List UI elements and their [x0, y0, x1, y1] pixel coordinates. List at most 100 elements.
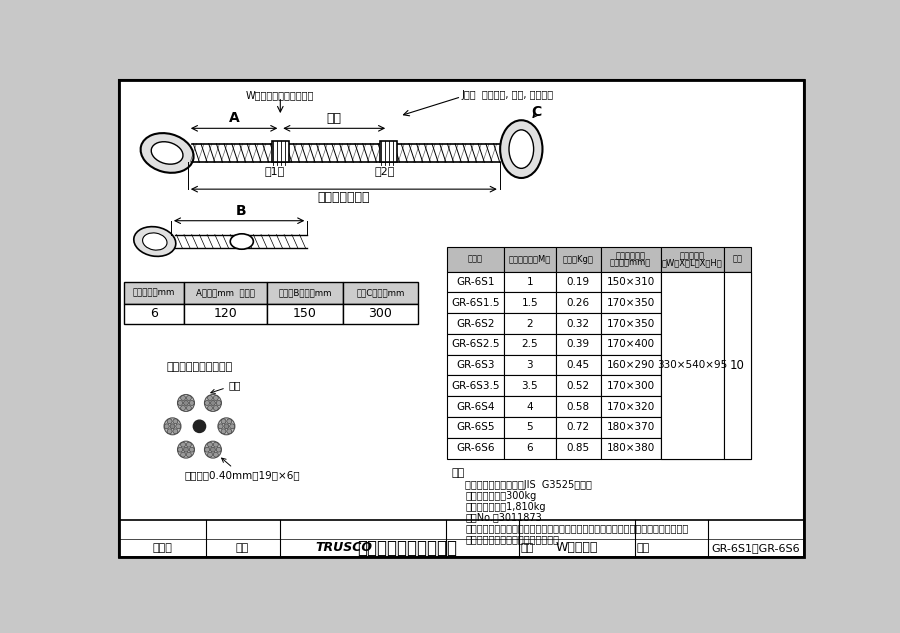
Bar: [343, 304, 418, 324]
Circle shape: [184, 447, 188, 452]
Bar: [380, 141, 397, 162]
Bar: [504, 396, 556, 417]
Bar: [556, 334, 600, 354]
Text: 特許No.：3011873: 特許No.：3011873: [465, 513, 542, 523]
Text: B: B: [236, 204, 247, 218]
Circle shape: [230, 424, 235, 429]
Circle shape: [177, 401, 183, 405]
Bar: [724, 292, 751, 313]
Bar: [504, 417, 556, 438]
Text: 330×540×95: 330×540×95: [657, 360, 727, 370]
Text: ワイヤーロープ断面図: ワイヤーロープ断面図: [166, 363, 232, 372]
Text: （仕上り寸法）: （仕上り寸法）: [318, 191, 370, 204]
Bar: [724, 354, 751, 375]
Text: 入数: 入数: [733, 254, 742, 264]
Bar: [504, 438, 556, 459]
Text: 品番: 品番: [636, 543, 649, 553]
Bar: [556, 272, 600, 292]
Bar: [504, 272, 556, 292]
Text: （2）: （2）: [374, 166, 394, 176]
Bar: [184, 304, 267, 324]
Bar: [724, 313, 751, 334]
Bar: [724, 272, 751, 459]
Bar: [447, 313, 504, 334]
Text: 10: 10: [730, 359, 744, 372]
Bar: [556, 313, 600, 334]
Text: 3: 3: [526, 360, 533, 370]
Bar: [600, 272, 661, 292]
Text: 180×380: 180×380: [607, 443, 655, 453]
Bar: [267, 304, 343, 324]
Bar: [556, 375, 600, 396]
Text: 折り径Bの長さmm: 折り径Bの長さmm: [278, 289, 332, 298]
Text: 加工方法：クレーン等安全規則第２１９条に基づく玉掛＋フレミッシュ加工を施し、: 加工方法：クレーン等安全規則第２１９条に基づく玉掛＋フレミッシュ加工を施し、: [465, 523, 688, 534]
Text: Wスリング表示刻印位置: Wスリング表示刻印位置: [246, 90, 314, 100]
Circle shape: [170, 424, 175, 429]
Circle shape: [181, 406, 185, 410]
Bar: [124, 282, 184, 304]
Circle shape: [176, 424, 181, 429]
Bar: [724, 334, 751, 354]
Bar: [724, 438, 751, 459]
Text: 0.45: 0.45: [567, 360, 590, 370]
Circle shape: [211, 401, 215, 405]
Text: ビニール袋入: ビニール袋入: [616, 251, 645, 260]
Text: 仕上り寸法（M）: 仕上り寸法（M）: [508, 254, 551, 264]
Text: その端末をアルミ管で加圧保護: その端末をアルミ管で加圧保護: [465, 534, 559, 544]
Text: GR-6S1.5: GR-6S1.5: [451, 298, 500, 308]
Text: ロープの径mm: ロープの径mm: [133, 289, 176, 298]
Bar: [661, 396, 724, 417]
Ellipse shape: [509, 130, 534, 168]
Bar: [661, 438, 724, 459]
Circle shape: [216, 401, 221, 405]
Circle shape: [204, 441, 221, 458]
Bar: [600, 354, 661, 375]
Text: GR-6S1: GR-6S1: [456, 277, 495, 287]
Text: 170×350: 170×350: [607, 298, 655, 308]
Bar: [600, 375, 661, 396]
Bar: [661, 292, 724, 313]
Text: 0.58: 0.58: [567, 402, 590, 411]
Circle shape: [186, 396, 192, 401]
Bar: [504, 375, 556, 396]
Ellipse shape: [140, 133, 194, 173]
Bar: [504, 354, 556, 375]
Bar: [600, 313, 661, 334]
Circle shape: [177, 394, 194, 411]
Text: Aの長さmm  自然径: Aの長さmm 自然径: [196, 289, 255, 298]
Text: 3.5: 3.5: [521, 381, 538, 391]
Text: 0.39: 0.39: [567, 339, 590, 349]
Bar: [724, 375, 751, 396]
Text: 0.72: 0.72: [567, 422, 590, 432]
Text: GR-6S3: GR-6S3: [456, 360, 495, 370]
Text: GR-6S4: GR-6S4: [456, 402, 495, 411]
Text: （W）X（L）X（H）: （W）X（L）X（H）: [662, 258, 723, 268]
Text: TRUSCO: TRUSCO: [315, 541, 372, 555]
Bar: [343, 282, 418, 304]
Bar: [267, 282, 343, 304]
Text: 150×310: 150×310: [607, 277, 655, 287]
Text: 150: 150: [293, 308, 317, 320]
Circle shape: [218, 418, 235, 435]
Circle shape: [181, 442, 185, 447]
Circle shape: [167, 429, 172, 434]
Circle shape: [186, 452, 192, 457]
Text: トラスコ中山株式会社: トラスコ中山株式会社: [357, 539, 457, 557]
Circle shape: [208, 396, 212, 401]
Circle shape: [164, 418, 181, 435]
Bar: [600, 247, 661, 272]
Circle shape: [181, 452, 185, 457]
Bar: [447, 438, 504, 459]
Text: 扁芯: 扁芯: [211, 380, 241, 394]
Circle shape: [213, 406, 219, 410]
Circle shape: [208, 452, 212, 457]
Bar: [124, 304, 184, 324]
Bar: [600, 292, 661, 313]
Text: Wスリング: Wスリング: [555, 541, 598, 555]
Text: 表示破断荷重：1,810kg: 表示破断荷重：1,810kg: [465, 502, 545, 511]
Text: 6: 6: [150, 308, 158, 320]
Text: 作成日: 作成日: [153, 543, 173, 553]
Text: 備考: 備考: [451, 468, 464, 478]
Bar: [447, 247, 504, 272]
Text: 120: 120: [214, 308, 238, 320]
